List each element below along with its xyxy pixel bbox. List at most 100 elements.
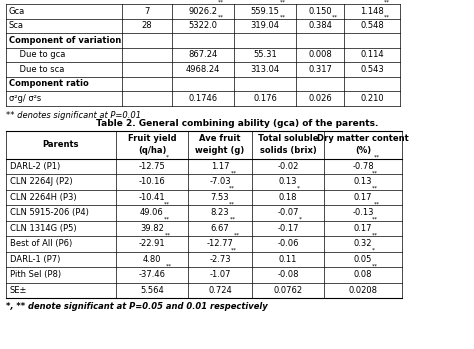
Text: **: ** <box>164 201 170 206</box>
Text: 0.1746: 0.1746 <box>189 94 218 103</box>
Text: 0.026: 0.026 <box>308 94 332 103</box>
Text: 0.13: 0.13 <box>354 177 372 186</box>
Text: 0.0208: 0.0208 <box>348 286 377 295</box>
Text: 49.06: 49.06 <box>140 208 164 217</box>
Text: Gca: Gca <box>9 7 25 16</box>
Text: -2.73: -2.73 <box>209 255 231 264</box>
Text: Ave fruit
weight (g): Ave fruit weight (g) <box>195 134 245 155</box>
Text: -0.06: -0.06 <box>277 239 299 248</box>
Text: CLN 5915-206 (P4): CLN 5915-206 (P4) <box>10 208 89 217</box>
Text: *: * <box>372 248 375 253</box>
Text: -10.16: -10.16 <box>138 177 165 186</box>
Text: Dry matter content
(%): Dry matter content (%) <box>317 134 409 155</box>
Text: -0.08: -0.08 <box>277 270 299 279</box>
Text: **: ** <box>165 232 171 237</box>
Text: Component of variation: Component of variation <box>9 36 121 45</box>
Text: 0.17: 0.17 <box>354 193 372 202</box>
Text: 559.15: 559.15 <box>251 7 280 16</box>
Text: 55.31: 55.31 <box>253 50 277 59</box>
Text: **: ** <box>374 201 380 206</box>
Text: 0.13: 0.13 <box>279 177 297 186</box>
Text: **: ** <box>384 14 390 19</box>
Text: 319.04: 319.04 <box>250 21 280 30</box>
Text: Parents: Parents <box>43 140 79 149</box>
Text: 1.17: 1.17 <box>211 162 229 171</box>
Text: Fruit yield
(q/ha): Fruit yield (q/ha) <box>128 134 176 155</box>
Text: **: ** <box>372 170 378 175</box>
Text: 0.11: 0.11 <box>279 255 297 264</box>
Text: 313.04: 313.04 <box>250 65 280 74</box>
Text: **: ** <box>218 14 224 19</box>
Text: 0.210: 0.210 <box>360 94 384 103</box>
Text: Component ratio: Component ratio <box>9 79 89 88</box>
Text: 5322.0: 5322.0 <box>189 21 218 30</box>
Text: -0.02: -0.02 <box>277 162 299 171</box>
Text: **: ** <box>231 248 237 253</box>
Text: **: ** <box>332 14 338 19</box>
Text: 0.384: 0.384 <box>308 21 332 30</box>
Text: **: ** <box>229 201 235 206</box>
Text: **: ** <box>372 232 378 237</box>
Text: ** denotes significant at P=0.01: ** denotes significant at P=0.01 <box>6 111 141 119</box>
Text: DARL-1 (P7): DARL-1 (P7) <box>10 255 60 264</box>
Text: 0.724: 0.724 <box>208 286 232 295</box>
Text: CLN 2264H (P3): CLN 2264H (P3) <box>10 193 77 202</box>
Text: **: ** <box>280 0 285 5</box>
Text: **: ** <box>233 232 239 237</box>
Text: **: ** <box>165 263 172 268</box>
Text: **: ** <box>229 186 235 191</box>
Text: 0.32: 0.32 <box>354 239 372 248</box>
Text: 4968.24: 4968.24 <box>186 65 220 74</box>
Text: 4.80: 4.80 <box>143 255 161 264</box>
Text: 28: 28 <box>142 21 152 30</box>
Text: CLN 1314G (P5): CLN 1314G (P5) <box>10 224 77 233</box>
Text: **: ** <box>218 0 224 5</box>
Text: DARL-2 (P1): DARL-2 (P1) <box>10 162 60 171</box>
Text: *: * <box>299 217 302 222</box>
Text: Due to gca: Due to gca <box>9 50 65 59</box>
Text: *, ** denote significant at P=0.05 and 0.01 respectively: *, ** denote significant at P=0.05 and 0… <box>6 302 268 311</box>
Text: **: ** <box>372 217 378 222</box>
Text: *: * <box>165 155 168 159</box>
Text: Table 2. General combining ability (gca) of the parents.: Table 2. General combining ability (gca)… <box>96 119 378 128</box>
Text: CLN 2264J (P2): CLN 2264J (P2) <box>10 177 73 186</box>
Text: 0.18: 0.18 <box>279 193 297 202</box>
Text: 7: 7 <box>144 7 150 16</box>
Text: **: ** <box>229 217 236 222</box>
Text: Sca: Sca <box>9 21 24 30</box>
Text: 39.82: 39.82 <box>140 224 164 233</box>
Text: 0.543: 0.543 <box>360 65 384 74</box>
Text: 8.23: 8.23 <box>210 208 229 217</box>
Text: -12.75: -12.75 <box>138 162 165 171</box>
Text: 0.114: 0.114 <box>360 50 384 59</box>
Text: 0.150: 0.150 <box>308 7 332 16</box>
Text: 867.24: 867.24 <box>188 50 218 59</box>
Text: **: ** <box>280 14 285 19</box>
Text: 0.05: 0.05 <box>354 255 372 264</box>
Text: -0.13: -0.13 <box>352 208 374 217</box>
Text: 9026.2: 9026.2 <box>189 7 218 16</box>
Text: -0.78: -0.78 <box>352 162 374 171</box>
Text: 0.17: 0.17 <box>354 224 372 233</box>
Text: SE±: SE± <box>10 286 27 295</box>
Text: *: * <box>297 186 300 191</box>
Text: 0.176: 0.176 <box>253 94 277 103</box>
Text: -12.77: -12.77 <box>207 239 233 248</box>
Text: **: ** <box>374 155 380 159</box>
Text: 0.548: 0.548 <box>360 21 384 30</box>
Text: 0.08: 0.08 <box>354 270 372 279</box>
Text: 1.148: 1.148 <box>360 7 384 16</box>
Text: **: ** <box>384 0 390 5</box>
Text: Total soluble
solids (brix): Total soluble solids (brix) <box>258 134 318 155</box>
Text: 0.317: 0.317 <box>308 65 332 74</box>
Text: **: ** <box>164 217 170 222</box>
Text: 6.67: 6.67 <box>210 224 229 233</box>
Text: -0.07: -0.07 <box>277 208 299 217</box>
Text: 0.0762: 0.0762 <box>273 286 302 295</box>
Text: -22.91: -22.91 <box>139 239 165 248</box>
Text: Due to sca: Due to sca <box>9 65 64 74</box>
Text: **: ** <box>372 263 378 268</box>
Text: -7.03: -7.03 <box>209 177 231 186</box>
Text: Best of All (P6): Best of All (P6) <box>10 239 72 248</box>
Text: -10.41: -10.41 <box>139 193 165 202</box>
